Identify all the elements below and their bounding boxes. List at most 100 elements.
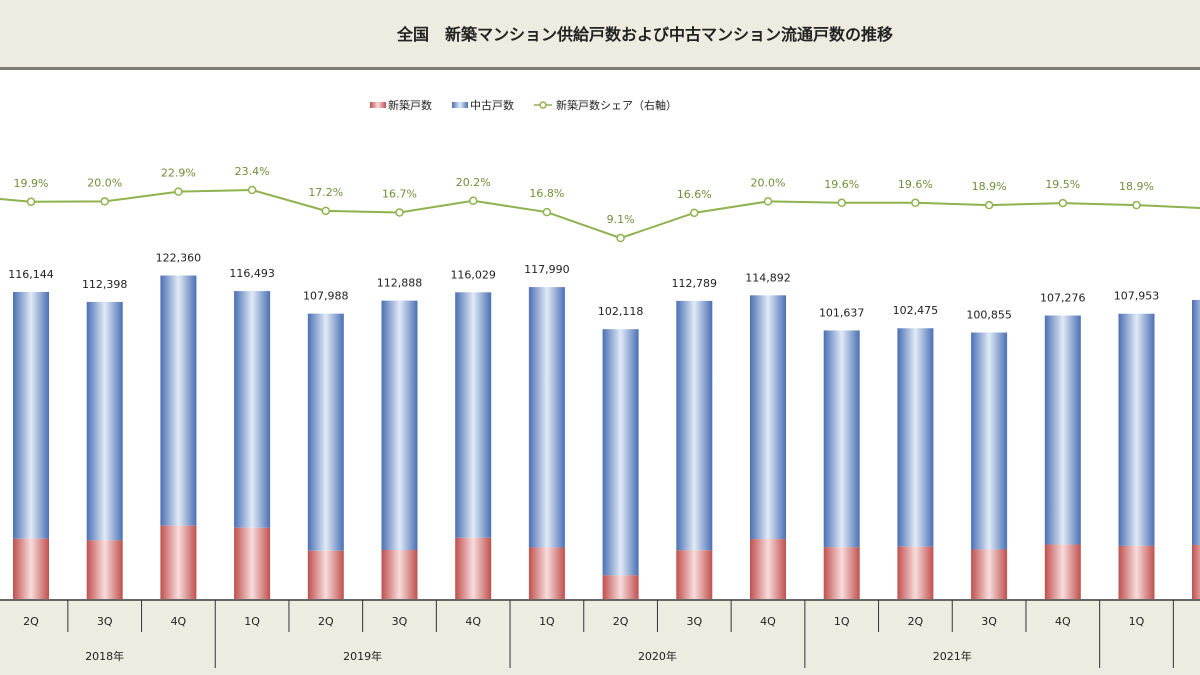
bar-new (528, 547, 565, 600)
bar-used (971, 332, 1008, 550)
share-marker (100, 197, 109, 206)
total-label: 114,892 (745, 271, 791, 284)
year-label: 2021年 (933, 649, 972, 663)
year-label: 2020年 (638, 649, 677, 663)
share-marker (911, 198, 920, 208)
quarter-label: 2Q (23, 615, 39, 628)
quarter-label: 1Q (244, 615, 260, 628)
share-marker (690, 208, 699, 218)
total-label: 102,118 (598, 305, 644, 318)
bar-new (897, 546, 934, 600)
share-label: 16.8% (529, 187, 564, 200)
total-label: 116,144 (8, 268, 54, 281)
legend-label-used: 中古戸数 (470, 99, 514, 112)
year-label: 2018年 (85, 649, 124, 663)
bar-used (528, 287, 565, 548)
share-label: 19.6% (824, 178, 859, 191)
quarter-label: 3Q (686, 615, 702, 628)
share-marker (1132, 200, 1141, 210)
share-label: 19.5% (1045, 178, 1080, 191)
title-panel (0, 0, 1200, 68)
bar-new (1044, 544, 1081, 600)
bar-used (13, 292, 49, 539)
bar-new (234, 527, 271, 600)
bar-new (1118, 545, 1155, 600)
quarter-label: 1Q (834, 615, 850, 628)
year-label: 2019年 (343, 649, 382, 663)
quarter-label: 2Q (908, 615, 924, 628)
total-label: 112,888 (377, 277, 423, 290)
total-label: 116,029 (450, 268, 496, 281)
bar-new (676, 550, 713, 600)
share-label: 19.9% (14, 177, 49, 190)
total-label: 116,493 (229, 267, 275, 280)
quarter-label: 1Q (1129, 615, 1145, 628)
bar-new (971, 549, 1008, 600)
bar-new (750, 539, 786, 600)
share-marker (468, 196, 478, 206)
bar-used (1044, 315, 1081, 545)
quarter-label: 2Q (613, 615, 629, 628)
total-label: 112,789 (672, 277, 718, 290)
quarter-label: 4Q (171, 615, 187, 628)
bar-new (307, 550, 344, 600)
legend-label-share: 新築戸数シェア（右軸） (556, 98, 677, 112)
quarter-label: 4Q (760, 615, 776, 628)
quarter-label: 3Q (392, 615, 408, 628)
share-label: 20.2% (456, 176, 491, 189)
total-label: 101,637 (819, 306, 865, 319)
bar-used (381, 300, 418, 551)
share-label: 22.9% (161, 167, 196, 180)
share-label: 20.0% (87, 176, 122, 189)
share-marker (247, 185, 257, 195)
quarter-label: 3Q (981, 615, 997, 628)
share-label: 16.7% (382, 188, 417, 201)
bar-used (750, 295, 786, 540)
axis-panel (0, 600, 1200, 675)
share-marker (542, 207, 552, 217)
legend-marker-share (539, 101, 547, 109)
total-label: 107,276 (1040, 292, 1086, 305)
bar-new (381, 550, 418, 600)
quarter-label: 4Q (1055, 615, 1071, 628)
bar-used (86, 301, 123, 541)
total-label: 107,953 (1114, 290, 1160, 303)
share-label: 9.1% (607, 213, 635, 226)
bar-new (13, 538, 49, 600)
bar-used (1118, 313, 1155, 546)
share-label: 16.6% (677, 188, 712, 201)
share-marker (321, 206, 331, 216)
bar-new (455, 537, 492, 600)
share-label: 23.4% (235, 165, 270, 178)
bar-new (823, 547, 860, 600)
bar-used (602, 329, 639, 576)
share-marker (837, 198, 846, 208)
bar-used (307, 313, 344, 551)
bar-used (234, 291, 271, 528)
quarter-label: 2Q (318, 615, 334, 628)
title-divider (0, 67, 1200, 70)
share-label: 17.2% (308, 186, 343, 199)
total-label: 117,990 (524, 263, 570, 276)
share-marker (1058, 198, 1068, 208)
share-marker (763, 197, 773, 206)
share-line (0, 188, 1200, 240)
total-label: 112,398 (82, 278, 128, 291)
total-label: 100,855 (966, 309, 1012, 322)
share-marker (984, 200, 994, 210)
share-marker (395, 208, 404, 217)
quarter-label: 4Q (465, 615, 481, 628)
bar-used (1192, 300, 1200, 545)
share-marker (616, 233, 625, 243)
share-label: 20.0% (751, 176, 786, 189)
bar-new (602, 575, 639, 600)
bar-new (160, 525, 197, 600)
share-marker (26, 197, 36, 207)
share-label: 19.6% (898, 178, 933, 191)
legend-swatch-used (452, 102, 468, 108)
total-label: 102,475 (893, 304, 939, 317)
legend-label-new: 新築戸数 (388, 98, 432, 112)
share-label: 18.9% (972, 180, 1007, 193)
bar-new (1192, 545, 1200, 600)
